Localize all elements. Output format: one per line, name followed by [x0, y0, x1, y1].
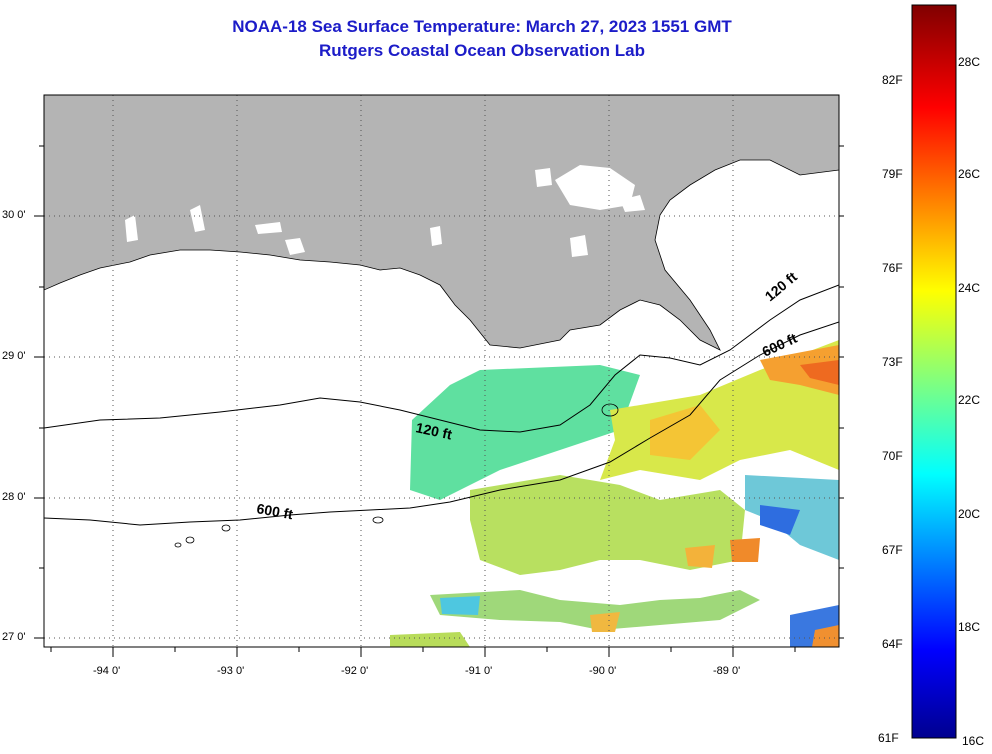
land-mass	[44, 95, 839, 351]
colorbar-label-c: 16C	[962, 734, 985, 748]
lon-label: -90 0'	[589, 665, 617, 677]
colorbar-label-f: 70F	[882, 449, 903, 463]
colorbar-label-c: 24C	[958, 281, 981, 295]
colorbar	[911, 4, 957, 739]
sst-patch-se-orange	[812, 625, 839, 647]
sst-patch-south-orange	[590, 612, 620, 632]
colorbar-label-f: 79F	[882, 167, 903, 181]
sst-patch-south-cyan	[440, 596, 480, 615]
lat-label: 28 0'	[2, 491, 26, 503]
contour-120ft	[44, 284, 839, 433]
colorbar-label-f: 82F	[882, 73, 903, 87]
lon-label: -94 0'	[93, 665, 121, 677]
contour-label-120-a: 120 ft	[414, 419, 453, 442]
lon-label: -89 0'	[713, 665, 741, 677]
lat-label: 29 0'	[2, 350, 26, 362]
map-title: NOAA-18 Sea Surface Temperature: March 2…	[232, 17, 732, 36]
colorbar-label-c: 22C	[958, 393, 981, 407]
colorbar-label-c: 20C	[958, 507, 981, 521]
contour-label-600-a: 600 ft	[255, 500, 294, 522]
sst-patch-orange-d	[685, 545, 715, 568]
colorbar-label-f: 61F	[878, 731, 899, 745]
lon-label: -91 0'	[465, 665, 493, 677]
sst-patch-orange-a	[650, 405, 720, 460]
map-subtitle: Rutgers Coastal Ocean Observation Lab	[319, 41, 645, 60]
colorbar-label-c: 18C	[958, 620, 981, 634]
shoal-outlines	[174, 403, 619, 548]
colorbar-label-f: 73F	[882, 355, 903, 369]
axis-ticks	[34, 145, 844, 657]
sst-patch-lightgreen	[470, 475, 745, 575]
sst-patch-red	[800, 360, 839, 385]
colorbar-label-f: 67F	[882, 543, 903, 557]
colorbar-label-c: 28C	[958, 55, 981, 69]
sst-patch-south	[430, 590, 760, 630]
sst-patch-orange-c	[730, 538, 760, 562]
colorbar-label-f: 64F	[882, 637, 903, 651]
lat-label: 30 0'	[2, 209, 26, 221]
sst-patch-green	[410, 365, 640, 500]
colorbar-label-c: 26C	[958, 167, 981, 181]
contour-600ft	[44, 321, 839, 526]
colorbar-label-f: 76F	[882, 261, 903, 275]
graticule	[44, 95, 839, 647]
sst-patch-blue-a	[760, 505, 800, 535]
lat-label: 27 0'	[2, 631, 26, 643]
sst-patch-bottom	[390, 632, 470, 647]
lon-label: -93 0'	[217, 665, 245, 677]
map-frame	[43, 94, 840, 648]
lon-label: -92 0'	[341, 665, 369, 677]
inland-lakes	[125, 165, 754, 257]
